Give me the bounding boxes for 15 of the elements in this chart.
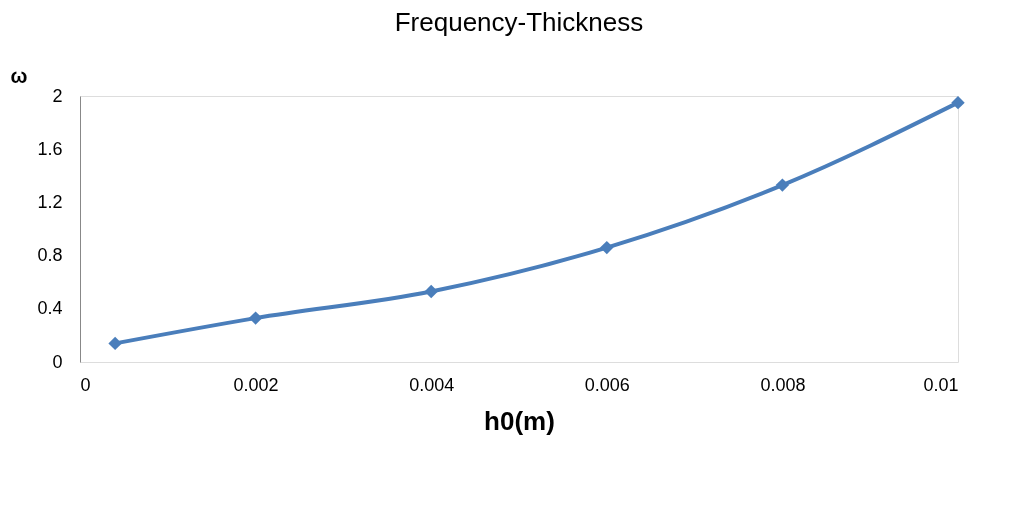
chart-title: Frequency-Thickness [394, 7, 644, 37]
x-tick-label: 0.002 [233, 374, 279, 395]
y-tick-label: 1.2 [37, 191, 63, 212]
x-tick-label: 0.008 [760, 374, 806, 395]
y-axis-title: ω [10, 64, 28, 87]
x-tick-label: 0.01 [923, 374, 959, 395]
x-tick-label: 0.004 [409, 374, 455, 395]
y-tick-label: 1.6 [37, 138, 63, 159]
y-tick-label: 2 [52, 85, 63, 106]
x-axis-title: h0(m) [484, 405, 555, 436]
x-tick-label: 0 [80, 374, 91, 395]
x-tick-label: 0.006 [584, 374, 630, 395]
y-tick-label: 0 [52, 351, 63, 372]
y-tick-label: 0.4 [37, 298, 63, 319]
y-tick-label: 0.8 [37, 245, 63, 266]
